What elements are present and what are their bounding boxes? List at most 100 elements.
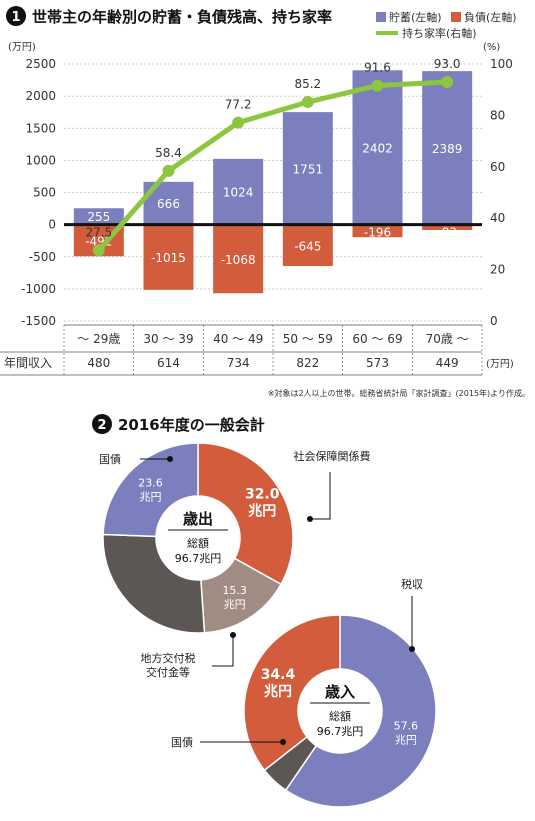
callout-label: 国債 <box>99 452 121 466</box>
donut-center-title: 歳入 <box>325 683 355 701</box>
homeownership-line <box>96 79 448 252</box>
callout-line <box>212 635 234 667</box>
y2-tick-label: 100 <box>490 57 513 71</box>
legend-savings-swatch <box>376 12 386 22</box>
savings-value-label: 255 <box>87 210 110 224</box>
homeownership-point <box>301 96 314 109</box>
category-label: 70歳 ～ <box>426 332 469 346</box>
slice-value-label: 34.4 兆円 <box>261 667 296 700</box>
legend-savings-label: 貯蓄(左軸) <box>389 10 442 24</box>
debt-bar <box>352 224 403 238</box>
homeownership-value-label: 91.6 <box>364 61 391 75</box>
section1-title: 世帯主の年齢別の貯蓄・負債残高、持ち家率 <box>32 8 332 26</box>
income-value: 614 <box>157 356 180 370</box>
homeownership-point <box>441 75 454 88</box>
debt-value-label: -83 <box>437 226 457 240</box>
y-tick-label: 2000 <box>25 89 56 103</box>
savings-value-label: 1751 <box>293 162 324 176</box>
homeownership-point <box>371 79 384 92</box>
debt-value-label: -1015 <box>151 251 186 265</box>
y2-tick-label: 60 <box>490 160 505 174</box>
donut-center-sub: 総額 <box>187 536 209 550</box>
section1-badge <box>6 6 26 26</box>
debt-value-label: -1068 <box>221 253 256 267</box>
y-tick-label: -1500 <box>21 314 56 328</box>
y-tick-label: 1500 <box>25 121 56 135</box>
left-axis-unit: (万円) <box>8 42 36 53</box>
homeownership-point <box>162 164 175 177</box>
savings-value-label: 2402 <box>362 141 393 155</box>
homeownership-point <box>92 244 105 257</box>
section2-title: 2016年度の一般会計 <box>118 416 265 434</box>
homeownership-value-label: 77.2 <box>225 98 252 112</box>
right-axis-unit: (%) <box>483 42 500 53</box>
income-row-label: 年間収入 <box>4 356 52 370</box>
donut-slice <box>243 614 341 772</box>
y-tick-label: 1000 <box>25 153 56 167</box>
callout-label: 地方交付税交付金等 <box>141 651 196 679</box>
section2-number: 2 <box>97 418 106 433</box>
donut-slice <box>102 442 199 538</box>
y-tick-label: 500 <box>33 186 56 200</box>
y2-tick-label: 0 <box>490 314 498 328</box>
savings-value-label: 2389 <box>432 142 463 156</box>
slice-value-label: 57.6 兆円 <box>394 719 419 746</box>
slice-value-label: 15.3 兆円 <box>222 584 247 611</box>
savings-bar <box>213 158 264 225</box>
category-label: ～ 29歳 <box>77 332 120 346</box>
income-value: 822 <box>296 356 319 370</box>
callout-dot <box>307 516 313 522</box>
slice-value-label: 23.6 兆円 <box>138 477 163 504</box>
debt-bar <box>422 224 473 230</box>
debt-bar <box>282 224 333 267</box>
category-label: 40 ～ 49 <box>213 332 263 346</box>
savings-bar <box>422 71 473 225</box>
callout-label: 国債 <box>171 735 193 749</box>
callout-dot <box>230 632 236 638</box>
legend-debt-label: 負債(左軸) <box>464 10 517 24</box>
donut-slice <box>197 442 294 586</box>
y-tick-label: 2500 <box>25 57 56 71</box>
callout-dot <box>409 646 415 652</box>
category-label: 30 ～ 39 <box>143 332 193 346</box>
y-tick-label: -500 <box>29 250 56 264</box>
debt-bar <box>213 224 264 294</box>
y2-tick-label: 80 <box>490 108 505 122</box>
donut-center-total: 96.7兆円 <box>175 552 222 565</box>
income-value: 480 <box>87 356 110 370</box>
homeownership-point <box>232 116 245 129</box>
income-value: 573 <box>366 356 389 370</box>
bar-chart: 2500 2000 1500 1000 500 0 -500 -1000 -1500 100 80 6… <box>0 57 513 376</box>
category-label: 50 ～ 59 <box>283 332 333 346</box>
savings-bar <box>282 112 333 225</box>
category-label: 60 ～ 69 <box>352 332 402 346</box>
legend-debt-swatch <box>451 12 461 22</box>
callout-label: 税収 <box>401 577 423 591</box>
homeownership-value-label: 58.4 <box>155 146 182 160</box>
homeownership-value-label: 93.0 <box>434 57 461 71</box>
section1-number: 1 <box>11 10 20 25</box>
y-tick-label: -1000 <box>21 282 56 296</box>
donut-center-total: 96.7兆円 <box>317 725 364 738</box>
income-value: 449 <box>436 356 459 370</box>
footnote: ※対象は2人以上の世帯。総務省統計局「家計調査」(2015年)より作成。 <box>268 388 530 398</box>
savings-bar <box>352 70 403 225</box>
callout-dot <box>167 456 173 462</box>
savings-bar <box>73 208 124 225</box>
callout-label: 社会保障関係費 <box>294 449 371 463</box>
donut-slice <box>284 614 437 808</box>
callout-line <box>310 472 331 520</box>
savings-value-label: 666 <box>157 197 180 211</box>
homeownership-value-label: 85.2 <box>294 77 321 91</box>
debt-bar <box>143 224 194 290</box>
legend-homeownership-label: 持ち家率(右軸) <box>402 26 477 40</box>
y2-tick-label: 40 <box>490 211 505 225</box>
debt-value-label: -196 <box>364 226 391 240</box>
income-value: 734 <box>227 356 250 370</box>
debt-value-label: -645 <box>294 239 321 253</box>
donut-center-title: 歳出 <box>183 510 213 528</box>
y2-tick-label: 20 <box>490 263 505 277</box>
